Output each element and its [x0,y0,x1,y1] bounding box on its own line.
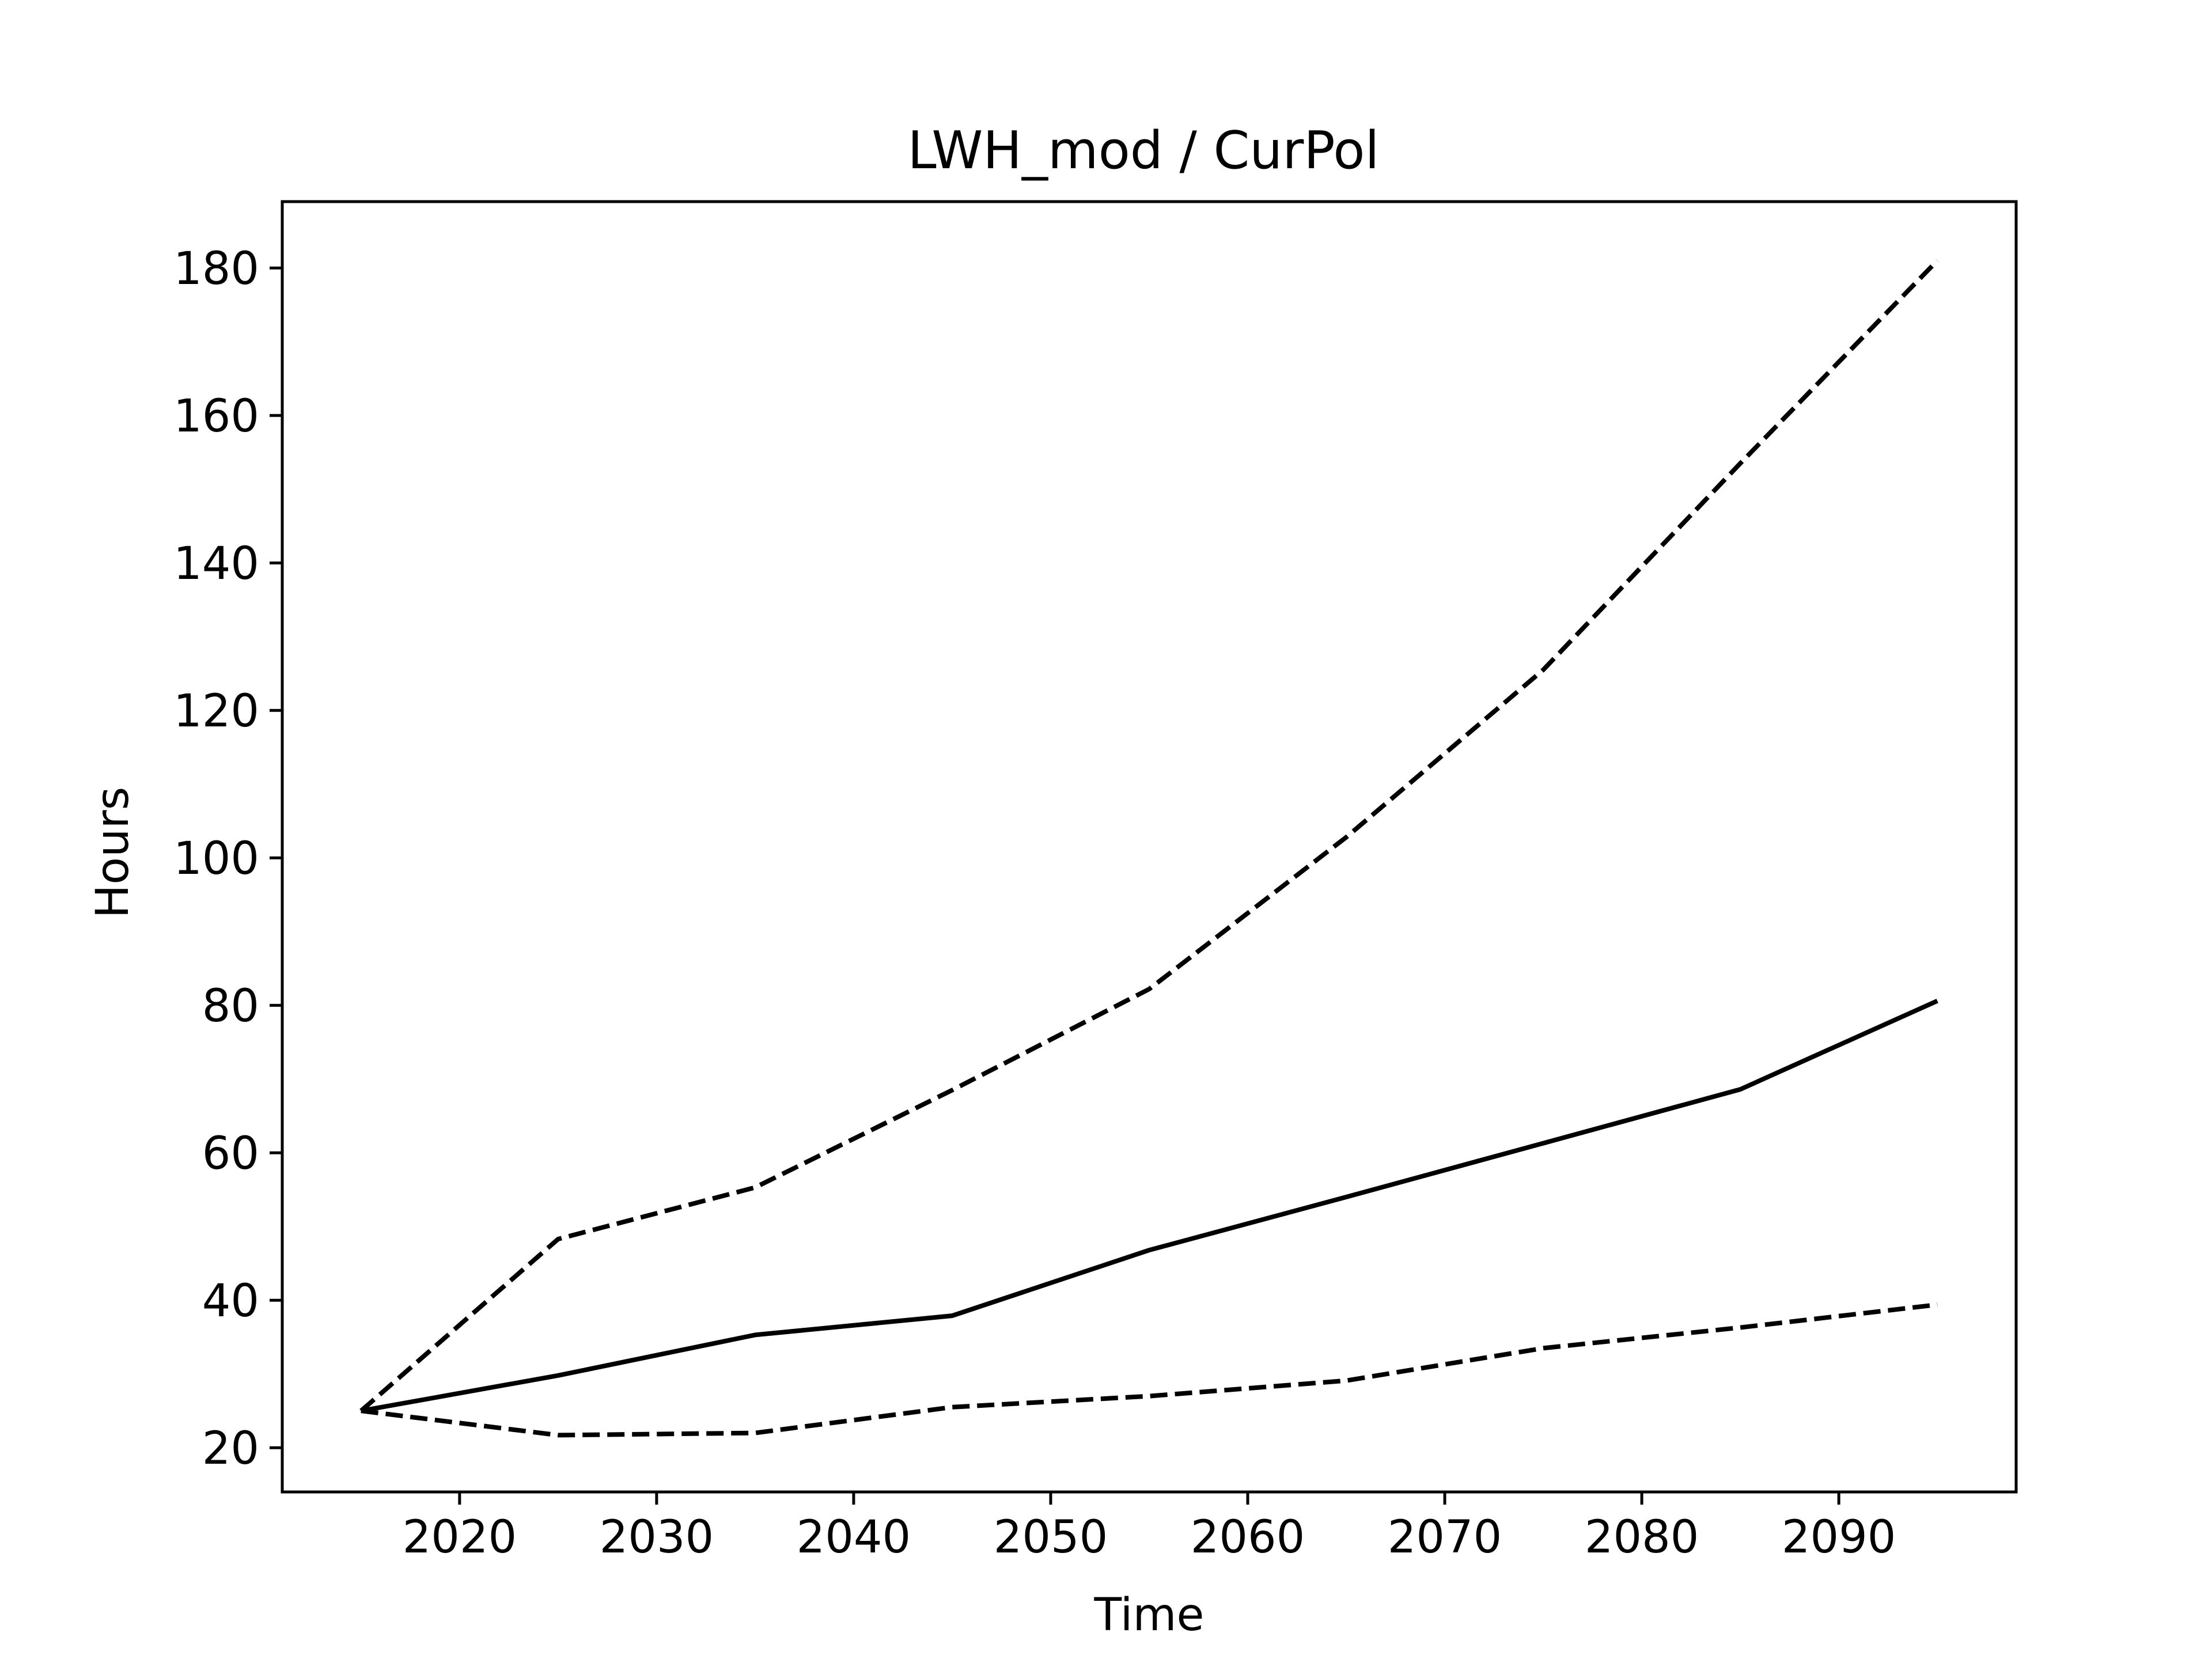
upper-bound-series-line [359,259,1940,1413]
y-axis-label: Hours [87,787,139,919]
y-tick-label: 120 [173,685,259,737]
y-tick-label: 180 [173,243,259,295]
y-tick-label: 80 [202,980,259,1032]
plot-frame [281,200,2018,1494]
y-tick-label: 20 [202,1423,259,1475]
x-tick-label: 2090 [1782,1512,1896,1563]
y-tick-label: 160 [173,391,259,442]
x-tick-label: 2030 [600,1512,714,1563]
x-tick-label: 2070 [1388,1512,1502,1563]
y-tick-label: 100 [173,833,259,885]
x-tick-label: 2050 [994,1512,1108,1563]
y-tick-label: 60 [202,1128,259,1180]
x-tick-label: 2060 [1191,1512,1305,1563]
y-tick-label: 40 [202,1275,259,1327]
chart-title: LWH_mod / CurPol [908,120,1380,181]
y-tick-label: 140 [173,538,259,590]
x-tick-label: 2040 [797,1512,911,1563]
x-tick-label: 2080 [1585,1512,1699,1563]
lower-bound-series-line [361,1302,1938,1438]
x-tick-label: 2020 [403,1512,517,1563]
x-axis-label: Time [1094,1589,1205,1641]
median-series-line [361,998,1938,1414]
